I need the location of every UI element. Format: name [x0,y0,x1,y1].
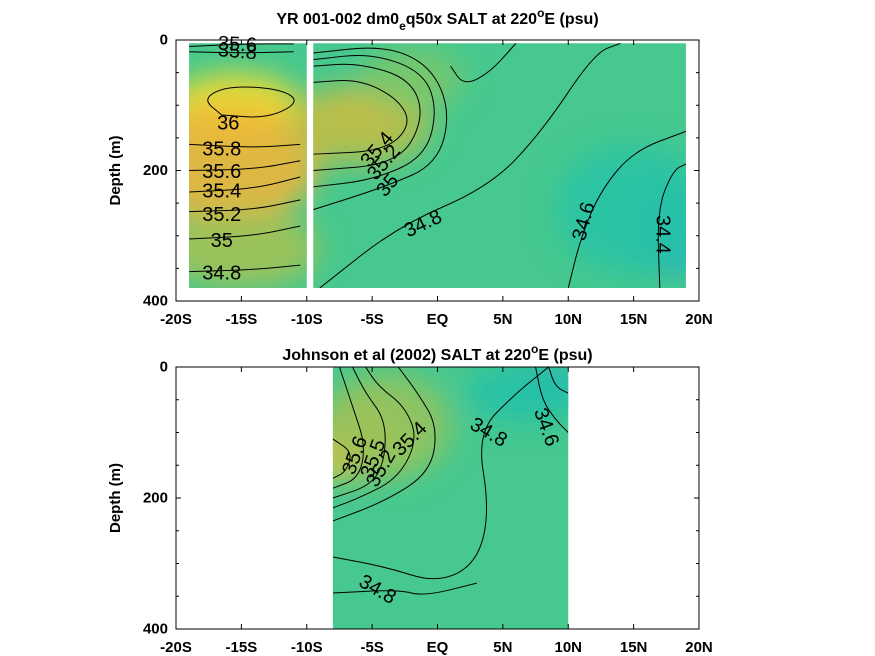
contour-35 [189,225,301,240]
contour-36 [207,86,295,118]
contour-35 [332,367,436,522]
contour-35 [313,47,448,211]
salinity-blob [555,144,686,275]
x-tick-label: -10S [291,311,323,328]
contour-label: 34.8 [202,263,241,285]
x-tick-label: EQ [427,311,449,328]
contour-35.6 [313,80,408,155]
x-tick-label: 10N [554,311,582,328]
contour-35.6 [189,160,301,171]
contour-35.8 [189,51,294,54]
contour-35.8 [332,438,351,479]
contour-label: 35.4 [202,180,241,202]
contour-35.6 [189,43,294,48]
x-tick-label: 20N [685,311,713,328]
contour-35.4 [189,176,301,193]
contour-label: 35.6 [217,33,257,57]
x-tick-label: -5S [360,311,383,328]
salinity-field [332,367,569,629]
contour-34.4 [548,367,569,394]
x-tick-label: 5N [493,639,512,656]
x-tick-label: 15N [620,639,648,656]
contour-label: 35.8 [202,139,241,161]
contour-label: 36 [217,113,239,135]
contour-34.8 [332,582,477,595]
salinity-blob [189,209,320,288]
contour-lines [189,43,686,288]
bottom-panel-salinity-johnson: 35.635.535.235.4 34.834.834.6-20S -15S -10S… [107,342,713,656]
contour-35.6 [332,367,364,489]
salinity-blob [189,105,320,223]
x-tick-label: -15S [226,639,258,656]
chart-title: Johnson et al (2002) SALT at 220oE (psu) [282,342,592,364]
contour-35.8 [189,143,301,148]
contour-label: 35.6 [202,161,241,183]
contour-label: 35.2 [202,204,241,226]
contour-34.6 [535,367,569,433]
contour-34.8 [319,43,621,288]
y-axis-label: Depth (m) [107,136,124,206]
y-tick-label: 200 [143,490,168,507]
y-tick-label: 400 [143,621,168,638]
y-tick-label: 0 [160,32,168,49]
salinity-field [189,43,686,288]
contour-34.6 [567,130,686,288]
x-tick-label: -15S [226,311,258,328]
x-tick-label: 20N [685,639,713,656]
y-tick-label: 200 [143,162,168,179]
x-tick-label: -20S [160,639,192,656]
salinity-blob [463,367,569,423]
y-tick-label: 400 [143,293,168,310]
x-tick-label: 5N [493,311,512,328]
contour-35.2 [313,54,435,188]
x-tick-label: -5S [360,639,383,656]
contour-label: 34.4 [651,215,673,254]
contour-35.2 [332,367,415,509]
contour-label: 35 [211,230,233,252]
contour-35 [450,43,517,83]
x-tick-label: -20S [160,311,192,328]
x-tick-label: 10N [554,639,582,656]
x-tick-label: EQ [427,639,449,656]
contour-label: 35.8 [217,39,258,64]
y-tick-label: 0 [160,359,168,376]
contour-lines [332,367,569,595]
chart-title: YR 001-002 dm0eq50x SALT at 220oE (psu) [276,6,598,33]
contour-34.8 [332,367,549,580]
y-axis-label: Depth (m) [107,463,124,533]
x-tick-label: -10S [291,639,323,656]
contour-35.4 [313,63,421,171]
contour-34.8 [189,264,301,273]
contour-34.4 [657,163,686,288]
contour-35.2 [189,199,301,213]
x-tick-label: 15N [620,311,648,328]
top-panel-salinity-model: 35.635.83635.835.635.435.23534.835.435.2… [107,6,713,328]
salinity-blob [359,49,464,109]
contour-35.4 [332,367,386,499]
